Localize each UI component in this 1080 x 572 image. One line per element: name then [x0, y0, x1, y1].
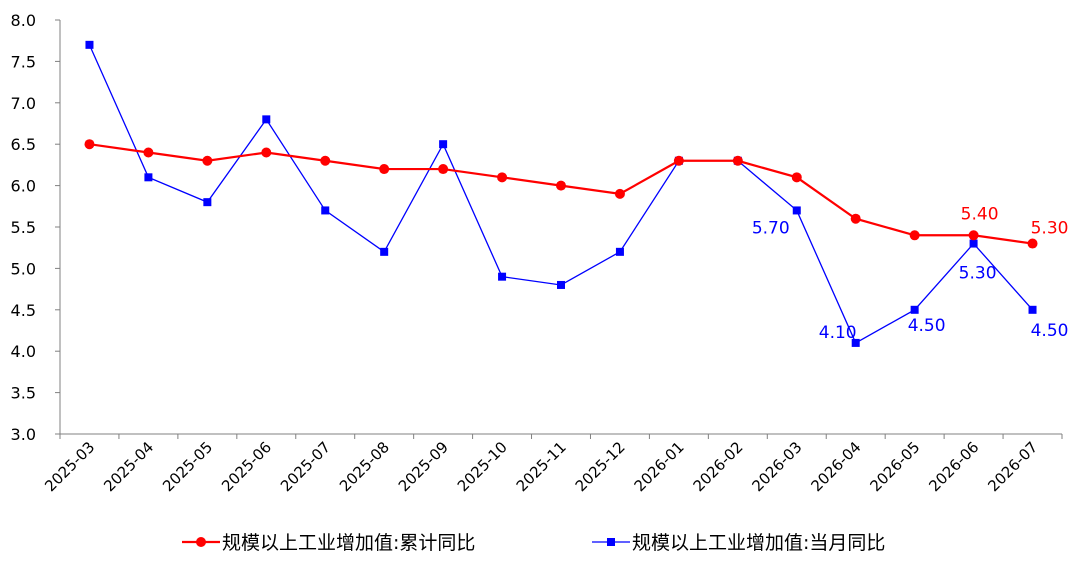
legend-marker [196, 537, 206, 547]
data-point-monthly [615, 247, 624, 256]
data-label-monthly: 4.50 [1031, 321, 1069, 341]
data-label-cumulative: 5.40 [961, 204, 999, 224]
x-tick-label: 2026-05 [866, 438, 923, 495]
data-point-monthly [851, 338, 860, 347]
y-tick-label: 8.0 [11, 11, 36, 30]
x-tick-label: 2025-11 [513, 438, 570, 495]
data-point-cumulative [673, 155, 684, 166]
legend: 规模以上工业增加值:累计同比 规模以上工业增加值:当月同比 [182, 532, 885, 554]
data-point-cumulative [909, 230, 920, 241]
data-point-monthly [910, 305, 919, 314]
y-tick-label: 7.0 [11, 94, 36, 113]
data-point-cumulative [143, 147, 154, 158]
data-point-cumulative [202, 155, 213, 166]
data-point-monthly [203, 198, 212, 207]
x-tick-label: 2026-04 [807, 438, 864, 495]
x-tick-label: 2025-09 [395, 438, 452, 495]
data-point-monthly [380, 247, 389, 256]
data-point-cumulative [497, 172, 508, 183]
series-line-monthly [88, 44, 1034, 344]
data-point-cumulative [261, 147, 272, 158]
x-tick-label: 2025-12 [572, 438, 629, 495]
legend-item-monthly: 规模以上工业增加值:当月同比 [592, 532, 885, 554]
data-point-cumulative [320, 155, 331, 166]
series-line-cumulative [89, 143, 1033, 245]
data-label-monthly: 4.50 [908, 316, 946, 336]
data-point-cumulative [968, 230, 979, 241]
x-tick-label: 2026-07 [984, 438, 1041, 495]
y-tick-label: 6.0 [11, 177, 36, 196]
data-point-monthly [85, 40, 94, 49]
data-point-cumulative [1027, 238, 1038, 249]
data-point-monthly [144, 173, 153, 182]
data-label-monthly: 4.10 [819, 323, 857, 343]
data-point-monthly [557, 280, 565, 289]
x-tick-label: 2025-06 [218, 438, 275, 495]
data-point-monthly [321, 206, 330, 215]
y-tick-label: 5.0 [11, 259, 36, 278]
data-point-cumulative [791, 172, 802, 183]
y-tick-label: 7.5 [11, 52, 36, 71]
data-point-cumulative [850, 213, 861, 224]
data-point-cumulative [84, 139, 95, 150]
x-tick-label: 2026-02 [690, 438, 747, 495]
series-layer [84, 40, 1038, 347]
x-tick-label: 2025-04 [100, 438, 157, 495]
axes: 3.0 3.5 4.0 4.5 5.0 5.5 6.0 6.5 7.0 7.5 8.0 2025-03… [11, 11, 1063, 495]
y-tick-label: 4.5 [11, 301, 36, 320]
legend-marker [607, 538, 615, 546]
y-tick-label: 3.5 [11, 384, 36, 403]
y-tick-label: 4.0 [11, 342, 36, 361]
data-label-monthly: 5.70 [752, 218, 790, 238]
legend-item-cumulative: 规模以上工业增加值:累计同比 [182, 532, 475, 554]
data-point-monthly [262, 115, 271, 124]
x-tick-label: 2025-05 [159, 438, 216, 495]
x-tick-label: 2026-06 [925, 438, 982, 495]
data-label-monthly: 5.30 [959, 264, 997, 284]
legend-label: 规模以上工业增加值:累计同比 [222, 532, 475, 554]
data-point-cumulative [379, 164, 390, 175]
data-point-monthly [439, 140, 448, 149]
data-point-cumulative [556, 180, 566, 191]
data-label-cumulative: 5.30 [1031, 219, 1069, 239]
y-tick-label: 5.5 [11, 218, 36, 237]
y-tick-label: 3.0 [11, 425, 36, 444]
x-tick-label: 2025-10 [454, 438, 511, 495]
data-point-cumulative [438, 164, 449, 175]
data-point-monthly [1028, 305, 1037, 314]
legend-label: 规模以上工业增加值:当月同比 [632, 532, 885, 554]
data-point-monthly [792, 206, 801, 215]
data-point-cumulative [732, 155, 743, 166]
x-tick-label: 2026-01 [631, 438, 688, 495]
data-point-monthly [969, 239, 978, 248]
x-tick-label: 2025-07 [277, 438, 334, 495]
data-point-cumulative [614, 188, 625, 199]
data-labels: 5.40 5.30 5.70 4.10 4.50 5.30 4.50 [752, 204, 1069, 343]
x-tick-label: 2026-03 [749, 438, 806, 495]
x-tick-label: 2025-03 [41, 438, 98, 495]
data-point-monthly [498, 272, 507, 281]
y-tick-label: 6.5 [11, 135, 36, 154]
x-tick-label: 2025-08 [336, 438, 393, 495]
